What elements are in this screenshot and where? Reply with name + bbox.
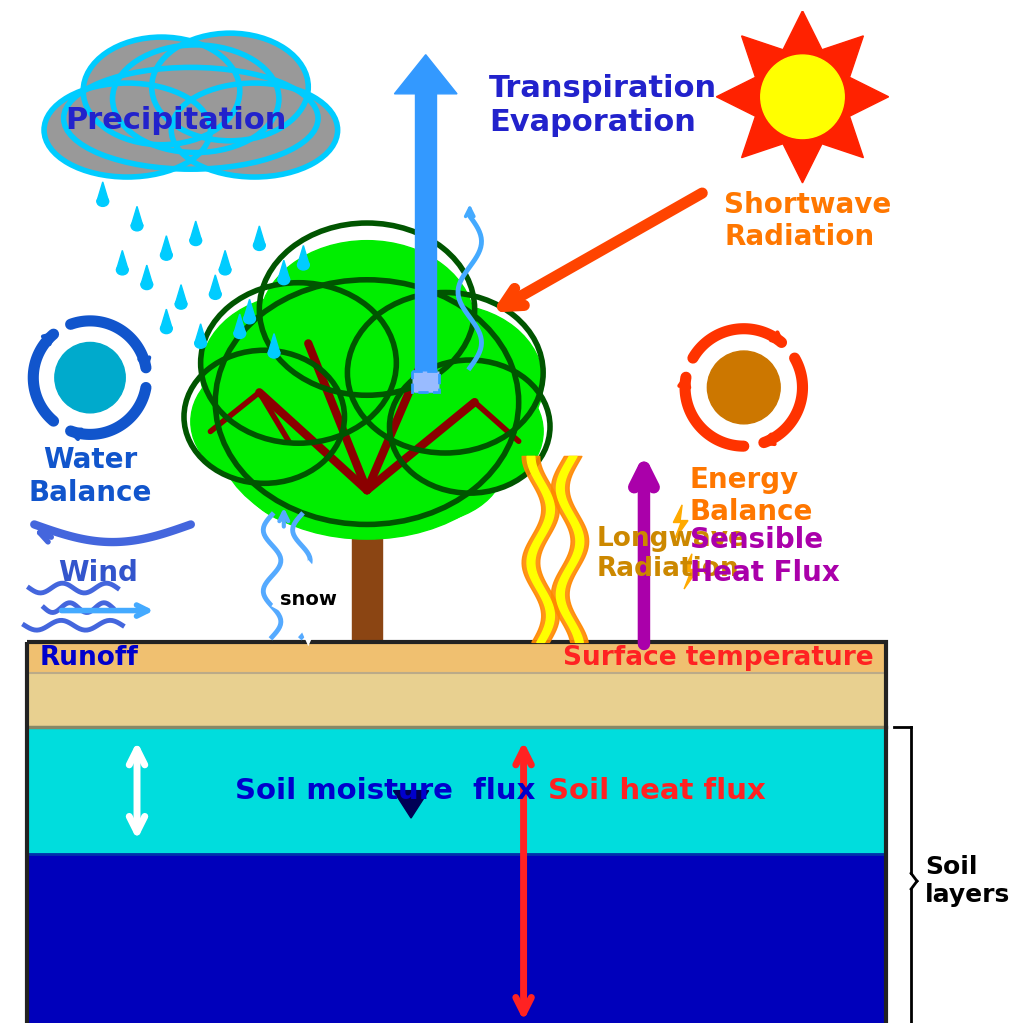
Ellipse shape [189, 236, 202, 245]
Bar [28, 642, 886, 1034]
Bar [28, 642, 886, 673]
Text: snow: snow [280, 590, 337, 609]
Ellipse shape [278, 275, 290, 284]
Polygon shape [195, 324, 207, 343]
Ellipse shape [161, 250, 172, 261]
Bar [412, 371, 439, 392]
Polygon shape [394, 55, 457, 94]
Ellipse shape [254, 241, 265, 250]
Ellipse shape [215, 324, 519, 539]
Bar [28, 673, 886, 727]
Text: Precipitation: Precipitation [66, 105, 287, 134]
Text: Transpiration
Evaporation: Transpiration Evaporation [489, 74, 718, 136]
Ellipse shape [240, 412, 416, 529]
Polygon shape [274, 562, 343, 630]
Ellipse shape [298, 261, 309, 270]
Ellipse shape [259, 241, 475, 407]
Polygon shape [393, 791, 429, 818]
Ellipse shape [190, 358, 347, 485]
Polygon shape [244, 300, 255, 318]
Polygon shape [97, 182, 109, 202]
Polygon shape [278, 261, 290, 280]
Polygon shape [161, 236, 172, 255]
Polygon shape [161, 309, 172, 329]
Ellipse shape [44, 83, 210, 177]
Polygon shape [300, 626, 316, 643]
Text: Sensible
Heat Flux: Sensible Heat Flux [690, 526, 840, 587]
Ellipse shape [152, 33, 308, 141]
Bar [415, 89, 436, 392]
Bar [28, 727, 886, 854]
Ellipse shape [233, 329, 246, 338]
Ellipse shape [244, 314, 255, 324]
Ellipse shape [113, 44, 279, 153]
Ellipse shape [117, 265, 128, 275]
Polygon shape [674, 505, 688, 540]
Circle shape [708, 351, 780, 424]
Ellipse shape [63, 67, 318, 170]
Bar [352, 519, 382, 642]
Text: Soil moisture  flux: Soil moisture flux [234, 777, 536, 804]
Ellipse shape [268, 348, 280, 358]
Text: Energy
Balance: Energy Balance [690, 465, 813, 526]
Ellipse shape [347, 304, 543, 461]
Polygon shape [298, 245, 309, 265]
Polygon shape [219, 250, 231, 270]
Polygon shape [683, 554, 697, 589]
Text: Water
Balance: Water Balance [29, 446, 152, 507]
Ellipse shape [97, 196, 109, 207]
Circle shape [761, 55, 844, 139]
Ellipse shape [328, 407, 504, 524]
Polygon shape [175, 284, 187, 304]
Ellipse shape [141, 280, 153, 290]
Polygon shape [117, 250, 128, 270]
Ellipse shape [387, 368, 543, 495]
Bar [28, 854, 886, 1034]
Polygon shape [189, 221, 202, 241]
Text: Runoff: Runoff [39, 644, 138, 670]
Polygon shape [717, 10, 889, 183]
Ellipse shape [201, 295, 396, 451]
Ellipse shape [219, 265, 231, 275]
Ellipse shape [83, 37, 240, 145]
Polygon shape [254, 226, 265, 245]
Text: Surface temperature: Surface temperature [563, 644, 873, 670]
Text: Soil
layers: Soil layers [925, 855, 1010, 907]
Ellipse shape [210, 290, 221, 300]
Polygon shape [268, 334, 280, 354]
Ellipse shape [175, 300, 187, 309]
Ellipse shape [161, 324, 172, 334]
Text: Wind: Wind [58, 558, 138, 586]
Polygon shape [131, 207, 143, 226]
Text: Longwave
Radiation: Longwave Radiation [597, 526, 746, 582]
Ellipse shape [131, 221, 143, 231]
Ellipse shape [171, 83, 338, 177]
Polygon shape [210, 275, 221, 295]
Ellipse shape [195, 338, 207, 348]
Text: Soil heat flux: Soil heat flux [548, 777, 766, 804]
Polygon shape [141, 265, 153, 284]
Text: Shortwave
Radiation: Shortwave Radiation [724, 191, 892, 251]
Circle shape [55, 342, 125, 413]
Polygon shape [233, 314, 246, 334]
